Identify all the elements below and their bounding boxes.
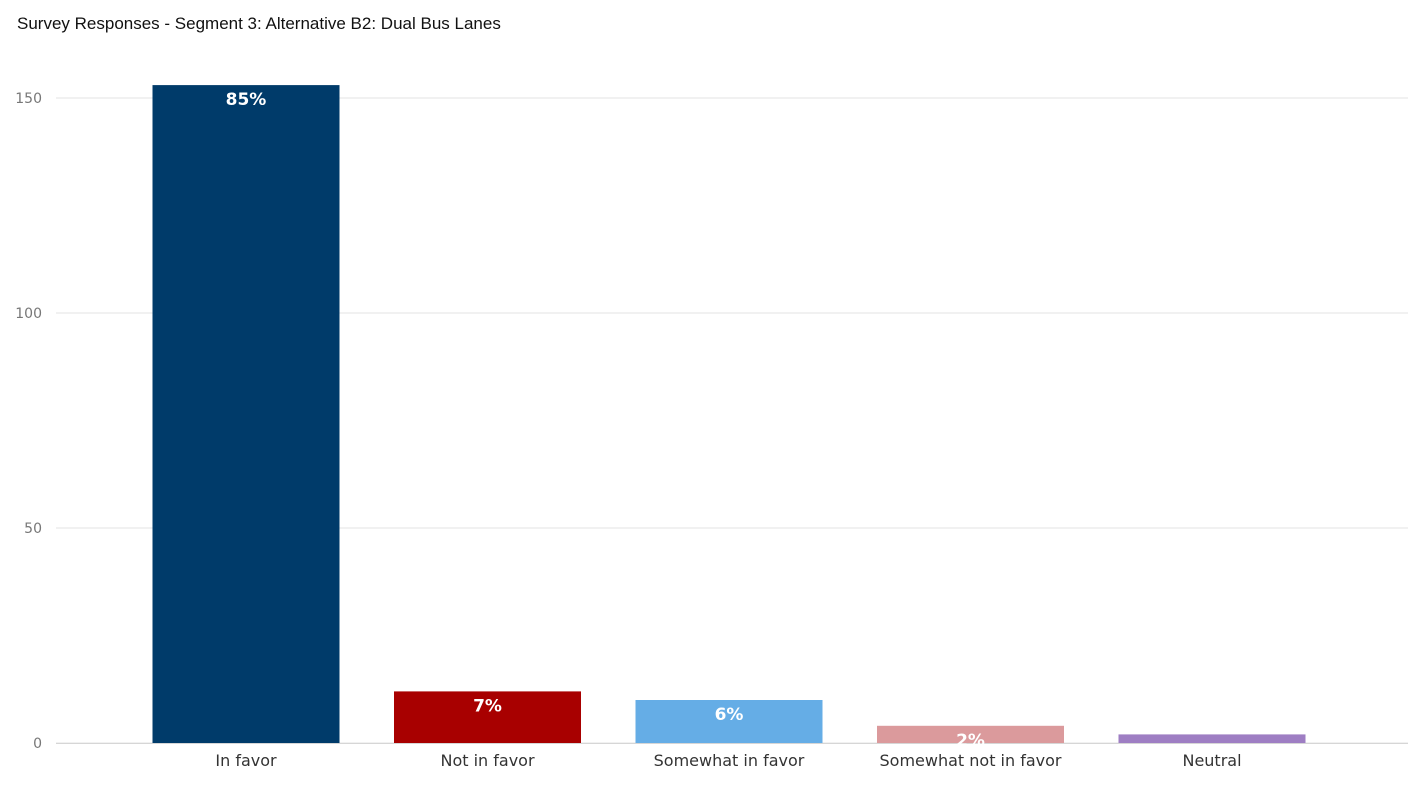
chart-title: Survey Responses - Segment 3: Alternativ… — [17, 14, 501, 33]
x-category-label: In favor — [215, 751, 277, 770]
bar-not-in-favor — [394, 691, 581, 743]
y-tick-label: 0 — [33, 736, 42, 752]
bars: 85% 7% 6% 2% — [152, 85, 1306, 751]
bar-somewhat-in-favor — [635, 700, 823, 743]
x-axis-labels: In favor Not in favor Somewhat in favor Som… — [215, 751, 1241, 770]
x-category-label: Somewhat not in favor — [880, 751, 1062, 770]
y-tick-label: 50 — [24, 521, 42, 537]
data-label: 7% — [473, 696, 502, 716]
data-label: 2% — [956, 731, 985, 751]
bar-in-favor — [152, 85, 340, 744]
data-label: 6% — [715, 705, 744, 725]
y-tick-label: 150 — [15, 91, 42, 107]
data-label: 85% — [226, 90, 267, 110]
bar-neutral — [1118, 734, 1306, 743]
x-category-label: Not in favor — [440, 751, 534, 770]
bar-somewhat-not-in-favor — [877, 725, 1064, 743]
y-tick-label: 100 — [15, 306, 42, 322]
x-category-label: Somewhat in favor — [654, 751, 805, 770]
y-axis-ticks: 0 50 100 150 — [15, 91, 42, 752]
x-category-label: Neutral — [1182, 751, 1241, 770]
